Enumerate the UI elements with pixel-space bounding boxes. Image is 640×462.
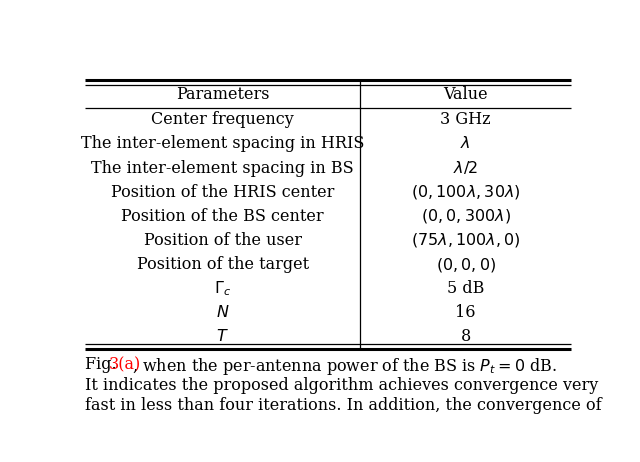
- Text: $\Gamma_c$: $\Gamma_c$: [214, 279, 231, 298]
- Text: 8: 8: [461, 328, 471, 346]
- Text: It indicates the proposed algorithm achieves convergence very: It indicates the proposed algorithm achi…: [85, 377, 598, 394]
- Text: Position of the user: Position of the user: [143, 232, 301, 249]
- Text: $(0, 100\lambda, 30\lambda)$: $(0, 100\lambda, 30\lambda)$: [411, 183, 520, 201]
- Text: 16: 16: [456, 304, 476, 321]
- Text: fast in less than four iterations. In addition, the convergence of: fast in less than four iterations. In ad…: [85, 397, 602, 414]
- Text: , when the per-antenna power of the BS is $P_t = 0$ dB.: , when the per-antenna power of the BS i…: [132, 356, 557, 377]
- Text: Position of the BS center: Position of the BS center: [122, 208, 324, 225]
- Text: 5 dB: 5 dB: [447, 280, 484, 297]
- Text: $T$: $T$: [216, 328, 229, 346]
- Text: Parameters: Parameters: [176, 85, 269, 103]
- Text: $N$: $N$: [216, 304, 229, 321]
- Text: Center frequency: Center frequency: [151, 111, 294, 128]
- Text: $(75\lambda, 100\lambda, 0)$: $(75\lambda, 100\lambda, 0)$: [411, 231, 520, 249]
- Text: $\lambda/2$: $\lambda/2$: [453, 159, 478, 176]
- Text: $(0, 0, 0)$: $(0, 0, 0)$: [436, 255, 495, 274]
- Text: $(0, 0, 300\lambda)$: $(0, 0, 300\lambda)$: [420, 207, 511, 225]
- Text: Fig.: Fig.: [85, 356, 122, 373]
- Text: Value: Value: [444, 85, 488, 103]
- Text: 3 GHz: 3 GHz: [440, 111, 491, 128]
- Text: 3(a): 3(a): [108, 356, 141, 373]
- Text: $\lambda$: $\lambda$: [460, 135, 471, 152]
- Text: The inter-element spacing in BS: The inter-element spacing in BS: [92, 159, 354, 176]
- Text: The inter-element spacing in HRIS: The inter-element spacing in HRIS: [81, 135, 364, 152]
- Text: Position of the HRIS center: Position of the HRIS center: [111, 184, 334, 201]
- Text: Position of the target: Position of the target: [136, 256, 308, 273]
